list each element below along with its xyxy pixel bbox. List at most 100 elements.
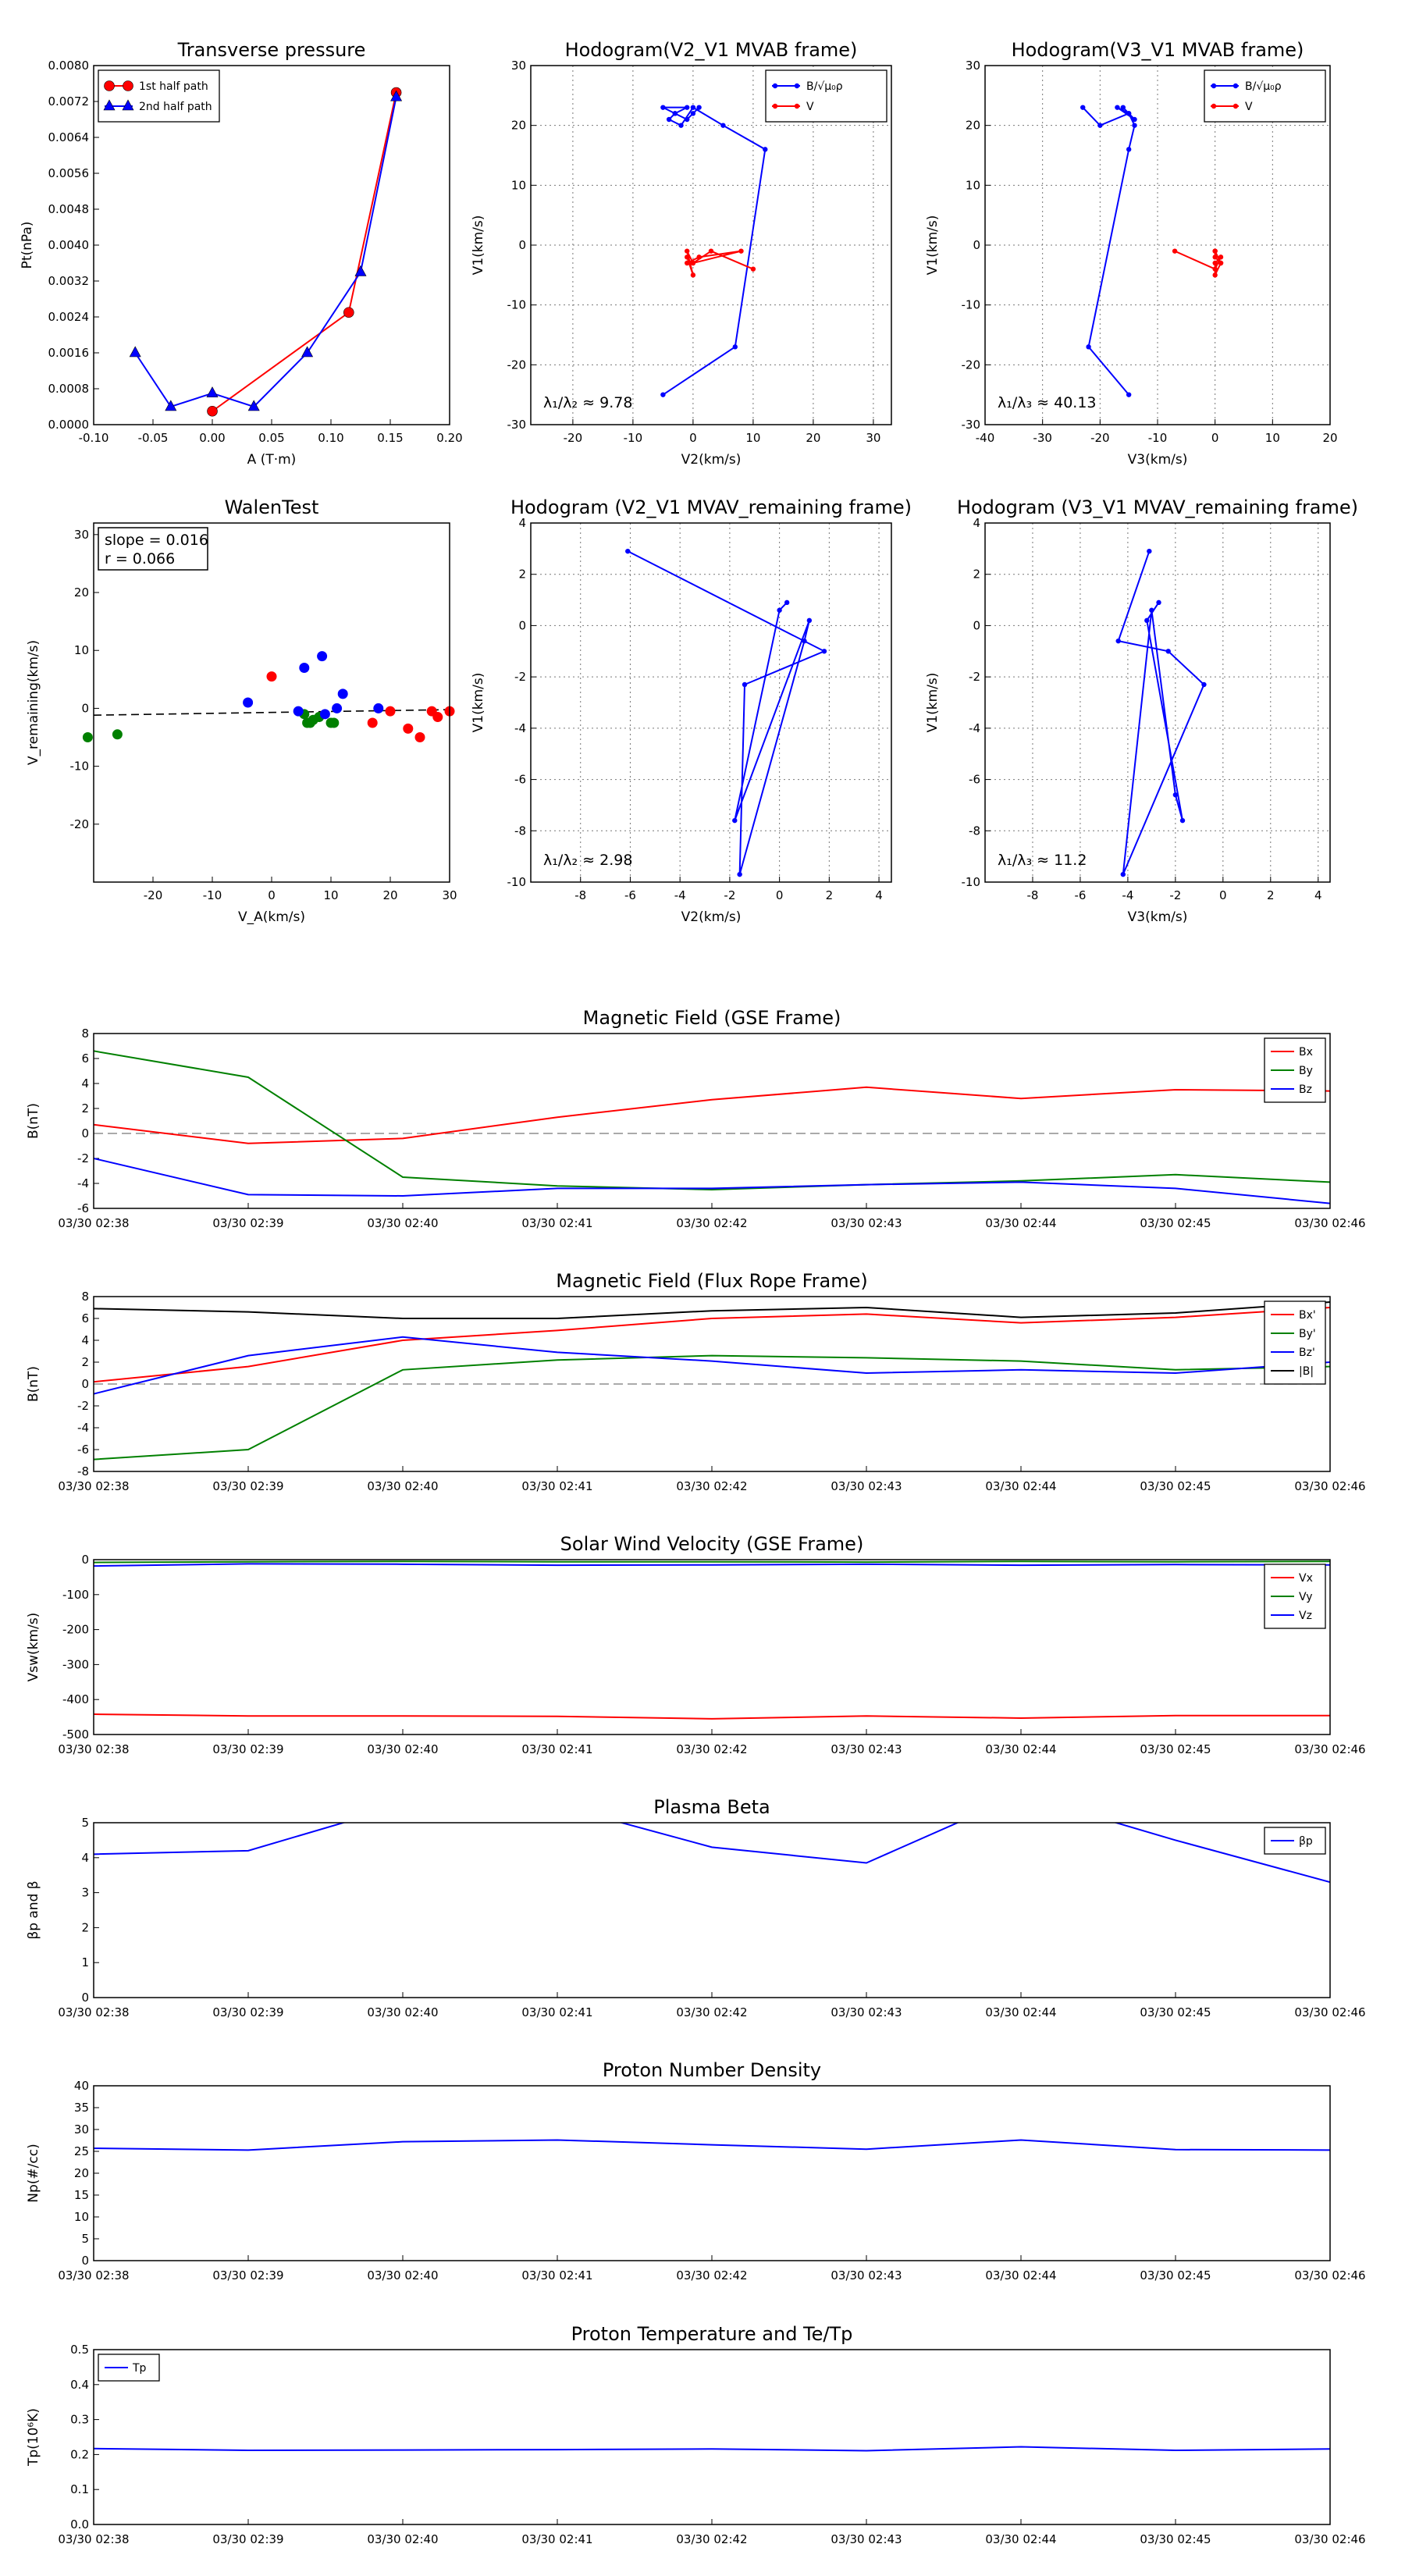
- series-By: [94, 1050, 1330, 1191]
- data-point: [678, 123, 684, 128]
- y-tick-label: 4: [81, 1076, 89, 1091]
- data-point: [301, 346, 314, 358]
- data-point: [690, 105, 696, 110]
- x-tick-label: 03/30 02:42: [676, 1479, 747, 1493]
- x-tick-label: 2: [1267, 888, 1275, 902]
- plot-area: [985, 523, 1330, 882]
- y-tick-label: 10: [966, 178, 980, 192]
- x-tick-label: 03/30 02:43: [831, 2268, 902, 2282]
- x-tick-label: 03/30 02:41: [521, 1742, 592, 1756]
- plot-frame: [93, 2085, 1331, 2261]
- y-tick-label: 0.0032: [48, 274, 90, 288]
- plot-frame: [984, 522, 1331, 883]
- x-tick-label: 4: [1314, 888, 1322, 902]
- y-tick-label: -4: [514, 721, 526, 735]
- y-tick-label: 20: [74, 585, 89, 600]
- x-tick-label: -0.10: [79, 431, 109, 445]
- y-tick-label: 0: [81, 1126, 89, 1140]
- data-point: [1126, 111, 1132, 116]
- data-point: [354, 265, 367, 276]
- y-axis-label: Vsw(km/s): [26, 1613, 41, 1682]
- y-tick-label: 0: [81, 701, 89, 715]
- y-tick-label: -30: [962, 418, 981, 432]
- legend-marker: [122, 99, 134, 111]
- y-tick-label: -10: [507, 298, 527, 312]
- data-point: [1115, 638, 1121, 644]
- legend-marker: [1211, 103, 1217, 109]
- x-axis-label: V2(km/s): [681, 452, 742, 468]
- panel-h1: Hodogram(V2_V1 MVAB frame) -20 -10 0 10 20 30 -…: [471, 39, 892, 468]
- y-tick-label: 0: [518, 618, 526, 632]
- x-tick-label: 03/30 02:38: [58, 1216, 129, 1230]
- series-βp: [94, 1823, 1330, 1884]
- y-tick-label: 30: [966, 59, 980, 73]
- y-tick-label: -100: [62, 1588, 89, 1602]
- x-tick-label: 0: [1219, 888, 1227, 902]
- data-point: [1097, 123, 1103, 128]
- y-tick-label: -20: [507, 358, 527, 372]
- series-Bz': [94, 1336, 1330, 1395]
- data-point: [367, 717, 378, 728]
- x-tick-label: 03/30 02:46: [1294, 2268, 1365, 2282]
- data-point: [806, 617, 813, 624]
- x-tick-label: 0.10: [318, 431, 343, 445]
- chart-title: Transverse pressure: [177, 39, 366, 61]
- legend: Bx By Bz: [1264, 1037, 1326, 1103]
- y-tick-label: 2: [81, 1355, 89, 1369]
- legend: 1st half path 2nd half path: [98, 69, 220, 123]
- legend-marker: [103, 99, 116, 111]
- plot-frame: [93, 65, 450, 425]
- legend: Tp: [98, 2354, 160, 2382]
- legend: βp: [1264, 1827, 1326, 1855]
- panel-walen: WalenTest -20 -10 0 10 20 30 -20 -10 0 10 20 30 V_A(k…: [26, 496, 457, 925]
- data-point: [802, 638, 807, 644]
- data-point: [373, 703, 384, 713]
- legend-marker: [1232, 83, 1239, 89]
- x-tick-label: 03/30 02:39: [212, 2532, 283, 2546]
- y-tick-label: 40: [74, 2079, 89, 2093]
- series-B/√μ₀ρ: [660, 105, 768, 397]
- y-tick-label: 4: [518, 516, 526, 530]
- plot-frame: [93, 1033, 1331, 1209]
- series-2nd half path: [129, 90, 403, 411]
- series-Bx': [94, 1307, 1330, 1383]
- y-tick-label: 0.0064: [48, 130, 90, 144]
- x-tick-label: 03/30 02:40: [367, 1742, 438, 1756]
- legend: B/√μ₀ρ V: [1204, 69, 1326, 123]
- data-point: [1172, 792, 1179, 798]
- x-tick-label: 03/30 02:39: [212, 1742, 283, 1756]
- chart-title: WalenTest: [225, 496, 319, 518]
- legend-marker: [1211, 83, 1217, 89]
- data-point: [708, 248, 714, 254]
- y-tick-label: 0: [81, 1991, 89, 2005]
- data-point: [750, 266, 756, 272]
- x-axis-label: V2(km/s): [681, 909, 742, 925]
- y-tick-label: -500: [62, 1727, 89, 1742]
- y-tick-label: -10: [507, 875, 527, 889]
- x-tick-label: 0: [776, 888, 784, 902]
- x-tick-label: -10: [1148, 431, 1168, 445]
- series-y: [82, 709, 340, 743]
- legend-marker: [1232, 103, 1239, 109]
- series-|B|: [94, 1301, 1330, 1319]
- y-axis-label: V1(km/s): [925, 215, 941, 276]
- x-tick-label: -20: [144, 888, 163, 902]
- y-tick-label: 25: [74, 2144, 89, 2158]
- data-point: [414, 732, 425, 743]
- data-point: [243, 697, 254, 708]
- y-tick-label: 0: [81, 2254, 89, 2268]
- y-tick-label: 3: [81, 1886, 89, 1900]
- series-line: [1117, 550, 1205, 875]
- data-point: [319, 709, 330, 720]
- x-tick-label: 03/30 02:43: [831, 2532, 902, 2546]
- y-tick-label: 2: [973, 568, 980, 582]
- data-point: [1172, 248, 1178, 254]
- legend-label: Vz: [1299, 1610, 1312, 1622]
- x-tick-label: 03/30 02:40: [367, 2005, 438, 2019]
- y-axis-label: V_remaining(km/s): [26, 640, 41, 765]
- y-tick-label: -2: [77, 1399, 89, 1413]
- series-hodogram: [1115, 548, 1207, 877]
- y-tick-label: -2: [969, 670, 980, 684]
- x-tick-label: -6: [1074, 888, 1086, 902]
- x-tick-label: 03/30 02:44: [985, 1479, 1056, 1493]
